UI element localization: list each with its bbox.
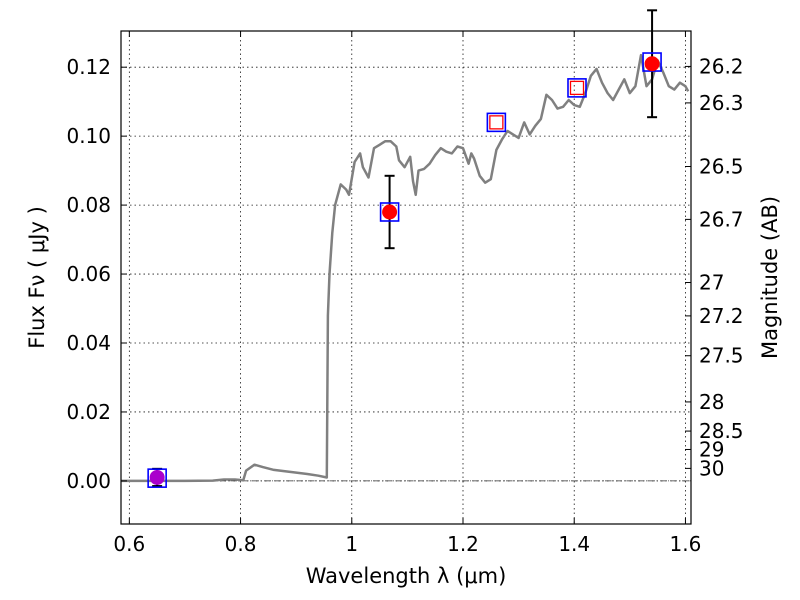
right-y-tick-label: 26.7: [699, 207, 744, 231]
y-tick-label: 0.02: [66, 400, 111, 424]
label-layer: 0.6 0.8 1 1.2 1.4 1.6 0.00 0.02 0.04 0.06 0.08 0.10…: [66, 54, 743, 556]
right-y-tick-label: 28.5: [699, 419, 744, 443]
y-tick-label: 0.08: [66, 193, 111, 217]
right-y-tick-label: 27.5: [699, 344, 744, 368]
marker-layer: [147, 9, 662, 488]
right-y-tick-label: 29: [699, 437, 724, 461]
observed-photometry-point: [644, 56, 660, 72]
x-tick-label: 1.4: [558, 532, 590, 556]
x-tick-label: 1.2: [447, 532, 479, 556]
model-photometry-square: [567, 78, 587, 98]
series-layer: [121, 53, 690, 483]
right-y-tick-label: 26.3: [699, 91, 744, 115]
right-y-tick-label: 26.2: [699, 54, 744, 78]
x-tick-label: 0.6: [113, 532, 145, 556]
grid: [121, 31, 691, 524]
y-tick-label: 0.04: [66, 331, 111, 355]
right-y-tick-label: 27.2: [699, 304, 744, 328]
model-spectrum-line: [121, 53, 690, 483]
model-photometry-square: [379, 202, 400, 222]
x-tick-label: 1.6: [670, 532, 702, 556]
model-photometry-square: [486, 112, 507, 133]
right-y-axis-label: Magnitude (AB): [758, 196, 782, 359]
y-tick-label: 0.12: [66, 55, 111, 79]
upper-limit-square: [569, 80, 585, 96]
right-y-tick-label: 28: [699, 390, 724, 414]
right-y-tick-label: 27: [699, 271, 724, 295]
x-axis-label: Wavelength λ (μm): [306, 564, 507, 588]
y-axis-label: Flux Fν ( μJy ): [25, 206, 49, 349]
observed-photometry-point: [382, 204, 398, 220]
right-y-tick-label: 30: [699, 456, 724, 480]
x-tick-label: 1: [345, 532, 358, 556]
y-tick-label: 0.06: [66, 262, 111, 286]
model-photometry-square: [147, 468, 167, 488]
tick-layer: [121, 31, 691, 524]
nondetection-point: [149, 469, 165, 485]
right-y-tick-label: 26.5: [699, 154, 744, 178]
y-tick-label: 0.10: [66, 124, 111, 148]
plot-frame: [120, 30, 692, 525]
y-tick-label: 0.00: [66, 469, 111, 493]
upper-limit-square: [489, 115, 504, 130]
x-tick-label: 0.8: [225, 532, 257, 556]
